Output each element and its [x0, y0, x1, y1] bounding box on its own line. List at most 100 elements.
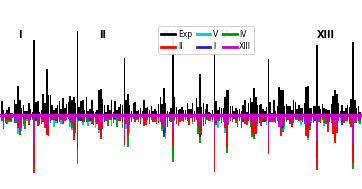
- Bar: [287, 115, 289, 119]
- Bar: [17, 115, 19, 127]
- Bar: [287, 115, 289, 120]
- Bar: [300, 115, 302, 120]
- Bar: [116, 115, 118, 127]
- Bar: [257, 115, 258, 118]
- Bar: [241, 115, 242, 125]
- Bar: [177, 115, 179, 118]
- Bar: [70, 115, 71, 119]
- Bar: [239, 115, 240, 117]
- Bar: [100, 115, 102, 123]
- Bar: [260, 115, 262, 121]
- Bar: [248, 115, 249, 118]
- Bar: [212, 110, 213, 115]
- Bar: [190, 109, 191, 115]
- Bar: [271, 115, 273, 117]
- Bar: [226, 115, 228, 119]
- Bar: [258, 115, 260, 117]
- Bar: [206, 115, 208, 119]
- Bar: [318, 115, 320, 117]
- Bar: [268, 59, 269, 115]
- Bar: [37, 115, 39, 123]
- Bar: [302, 115, 303, 121]
- Bar: [307, 115, 309, 123]
- Bar: [167, 115, 168, 118]
- Bar: [244, 115, 246, 121]
- Bar: [176, 107, 177, 115]
- Bar: [316, 115, 318, 137]
- Bar: [71, 115, 73, 121]
- Bar: [199, 74, 201, 115]
- Bar: [12, 115, 13, 118]
- Bar: [188, 115, 190, 125]
- Bar: [291, 110, 292, 115]
- Bar: [140, 115, 141, 119]
- Bar: [262, 115, 264, 120]
- Bar: [163, 115, 165, 137]
- Bar: [125, 115, 127, 124]
- Bar: [356, 115, 357, 122]
- Bar: [295, 115, 296, 118]
- Bar: [123, 115, 125, 136]
- Bar: [282, 115, 283, 128]
- Bar: [77, 115, 78, 144]
- Bar: [176, 115, 177, 122]
- Bar: [107, 115, 109, 125]
- Bar: [269, 115, 271, 117]
- Bar: [132, 115, 134, 119]
- Bar: [53, 115, 55, 117]
- Bar: [217, 115, 219, 119]
- Bar: [3, 115, 4, 120]
- Bar: [235, 115, 237, 118]
- Bar: [205, 115, 206, 119]
- Bar: [336, 115, 337, 133]
- Bar: [107, 115, 109, 119]
- Bar: [84, 115, 85, 117]
- Bar: [260, 104, 262, 115]
- Bar: [156, 115, 157, 120]
- Bar: [16, 115, 17, 118]
- Bar: [48, 115, 49, 125]
- Bar: [66, 115, 67, 118]
- Bar: [358, 115, 359, 122]
- Bar: [123, 115, 125, 144]
- Bar: [62, 115, 64, 120]
- Bar: [59, 115, 60, 119]
- Bar: [79, 107, 80, 115]
- Bar: [273, 115, 274, 118]
- Bar: [149, 115, 150, 122]
- Bar: [51, 115, 53, 120]
- Bar: [325, 109, 327, 115]
- Bar: [186, 115, 188, 121]
- Bar: [142, 115, 143, 117]
- Bar: [284, 115, 285, 126]
- Bar: [88, 111, 89, 115]
- Bar: [125, 100, 127, 115]
- Bar: [199, 115, 201, 125]
- Bar: [116, 115, 118, 117]
- Bar: [237, 115, 239, 116]
- Bar: [158, 115, 159, 117]
- Bar: [177, 115, 179, 123]
- Bar: [217, 115, 219, 118]
- Bar: [75, 115, 76, 133]
- Bar: [190, 115, 191, 118]
- Bar: [33, 115, 35, 142]
- Bar: [167, 111, 168, 115]
- Bar: [46, 69, 47, 115]
- Bar: [88, 115, 89, 120]
- Bar: [181, 115, 183, 121]
- Bar: [122, 115, 123, 117]
- Bar: [287, 106, 289, 115]
- Bar: [349, 115, 350, 120]
- Bar: [41, 115, 42, 118]
- Bar: [134, 115, 136, 122]
- Bar: [232, 115, 233, 120]
- Bar: [320, 115, 321, 121]
- Bar: [154, 115, 156, 119]
- Bar: [233, 115, 235, 118]
- Bar: [98, 115, 100, 126]
- Bar: [152, 115, 154, 120]
- Bar: [44, 115, 46, 127]
- Bar: [237, 115, 239, 119]
- Bar: [190, 115, 191, 117]
